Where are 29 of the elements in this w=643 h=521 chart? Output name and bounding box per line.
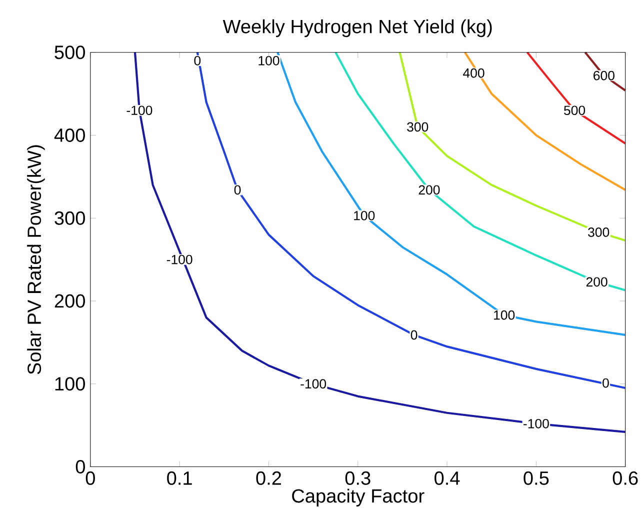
y-tick-label: 300 <box>54 211 85 225</box>
x-tick-label: 0.5 <box>524 471 549 485</box>
annotation: 100 <box>258 56 280 66</box>
annotation: -100 <box>166 254 192 264</box>
x-tick-label: 0 <box>86 471 95 485</box>
x-tick-label: 0.6 <box>612 471 638 485</box>
y-tick-label: 200 <box>54 294 85 308</box>
y-tick-label: 0 <box>76 460 85 474</box>
x-tick-label: 0.3 <box>345 471 370 485</box>
y-tick-label: 400 <box>54 128 85 142</box>
line-series <box>334 51 626 292</box>
annotation: 0 <box>602 378 609 388</box>
annotation: -100 <box>126 106 152 115</box>
chart-title: Weekly Hydrogen Net Yield (kg) <box>222 19 492 37</box>
y-tick-label: 500 <box>54 45 85 59</box>
annotation: 0 <box>410 330 418 340</box>
line-series <box>196 51 626 389</box>
line-series <box>398 51 626 242</box>
x-tick-label: 0.2 <box>256 471 282 485</box>
y-axis-title: Solar PV Rated Power(kW) <box>27 145 45 374</box>
x-tick-label: 0.1 <box>167 471 192 485</box>
annotation: 0 <box>194 56 201 66</box>
x-tick-label: 0.4 <box>434 471 460 485</box>
y-tick-label: 100 <box>55 376 85 390</box>
x-axis-title: Capacity Factor <box>292 488 424 506</box>
line-series <box>526 51 626 144</box>
annotation: 400 <box>463 68 484 78</box>
line-series <box>464 51 626 191</box>
annotation: 0 <box>234 185 241 194</box>
